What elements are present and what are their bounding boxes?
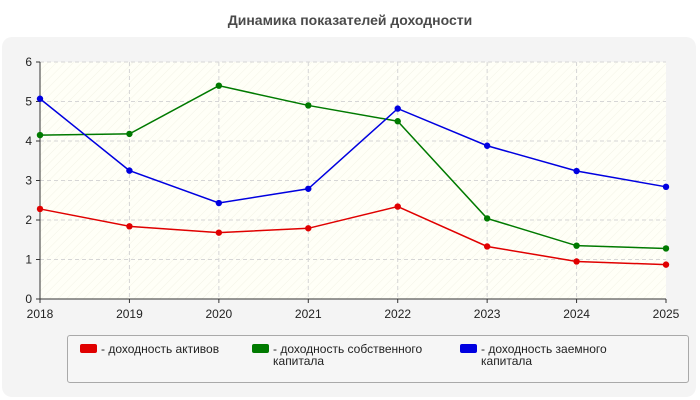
- data-point-debt: [36, 95, 44, 102]
- data-point-assets: [305, 225, 312, 232]
- y-tick-label: 3: [25, 174, 32, 188]
- series-line-equity: [39, 84, 667, 250]
- legend-label-assets: - доходность активов: [101, 342, 220, 356]
- series-line-debt: [39, 98, 667, 204]
- legend-swatch-equity: [252, 344, 269, 353]
- data-point-debt: [126, 167, 133, 174]
- y-tick-label: 2: [25, 213, 32, 227]
- data-point-debt: [215, 199, 223, 207]
- y-tick-label: 6: [25, 55, 32, 69]
- data-point-assets: [215, 229, 223, 236]
- x-tick-label: 2021: [295, 307, 322, 321]
- data-point-assets: [394, 203, 401, 210]
- data-point-assets: [483, 243, 491, 250]
- data-point-debt: [662, 183, 670, 191]
- y-tick-label: 4: [25, 134, 32, 148]
- data-point-assets: [36, 205, 44, 213]
- data-point-equity: [305, 102, 312, 109]
- chart-title: Динамика показателей доходности: [227, 12, 473, 28]
- data-point-debt: [305, 185, 312, 192]
- legend-label-debt: - доходность заемного капитала: [481, 342, 607, 368]
- legend-swatch-assets: [80, 344, 97, 353]
- x-tick-label: 2025: [653, 307, 680, 321]
- data-point-assets: [662, 261, 670, 268]
- data-point-equity: [36, 131, 44, 139]
- x-tick-label: 2019: [116, 307, 143, 321]
- chart-legend: - доходность активов - доходность собств…: [67, 335, 689, 383]
- x-tick-label: 2023: [474, 307, 501, 321]
- legend-swatch-debt: [460, 344, 477, 353]
- data-point-equity: [215, 82, 223, 89]
- series-lines: [36, 82, 670, 268]
- data-point-equity: [126, 130, 133, 138]
- data-point-debt: [573, 167, 580, 175]
- data-point-equity: [483, 215, 491, 222]
- x-tick-label: 2020: [206, 307, 233, 321]
- axes: 0 1 2 3 4 5 6 2018 2019 2020 2021 2022 2023 2024 2025: [25, 55, 679, 321]
- x-tick-label: 2022: [384, 307, 411, 321]
- series-line-assets: [39, 205, 667, 266]
- data-point-debt: [394, 105, 401, 112]
- x-tick-label: 2024: [563, 307, 590, 321]
- y-tick-label: 0: [25, 292, 32, 306]
- data-point-assets: [573, 258, 580, 265]
- legend-label-equity: - доходность собственного капитала: [273, 342, 423, 368]
- data-point-equity: [573, 242, 580, 249]
- x-tick-label: 2018: [27, 307, 54, 321]
- data-point-equity: [394, 118, 401, 125]
- data-point-assets: [126, 223, 133, 230]
- data-point-equity: [662, 245, 670, 252]
- y-tick-label: 1: [25, 253, 32, 267]
- data-point-debt: [483, 142, 491, 149]
- y-tick-label: 5: [25, 95, 32, 109]
